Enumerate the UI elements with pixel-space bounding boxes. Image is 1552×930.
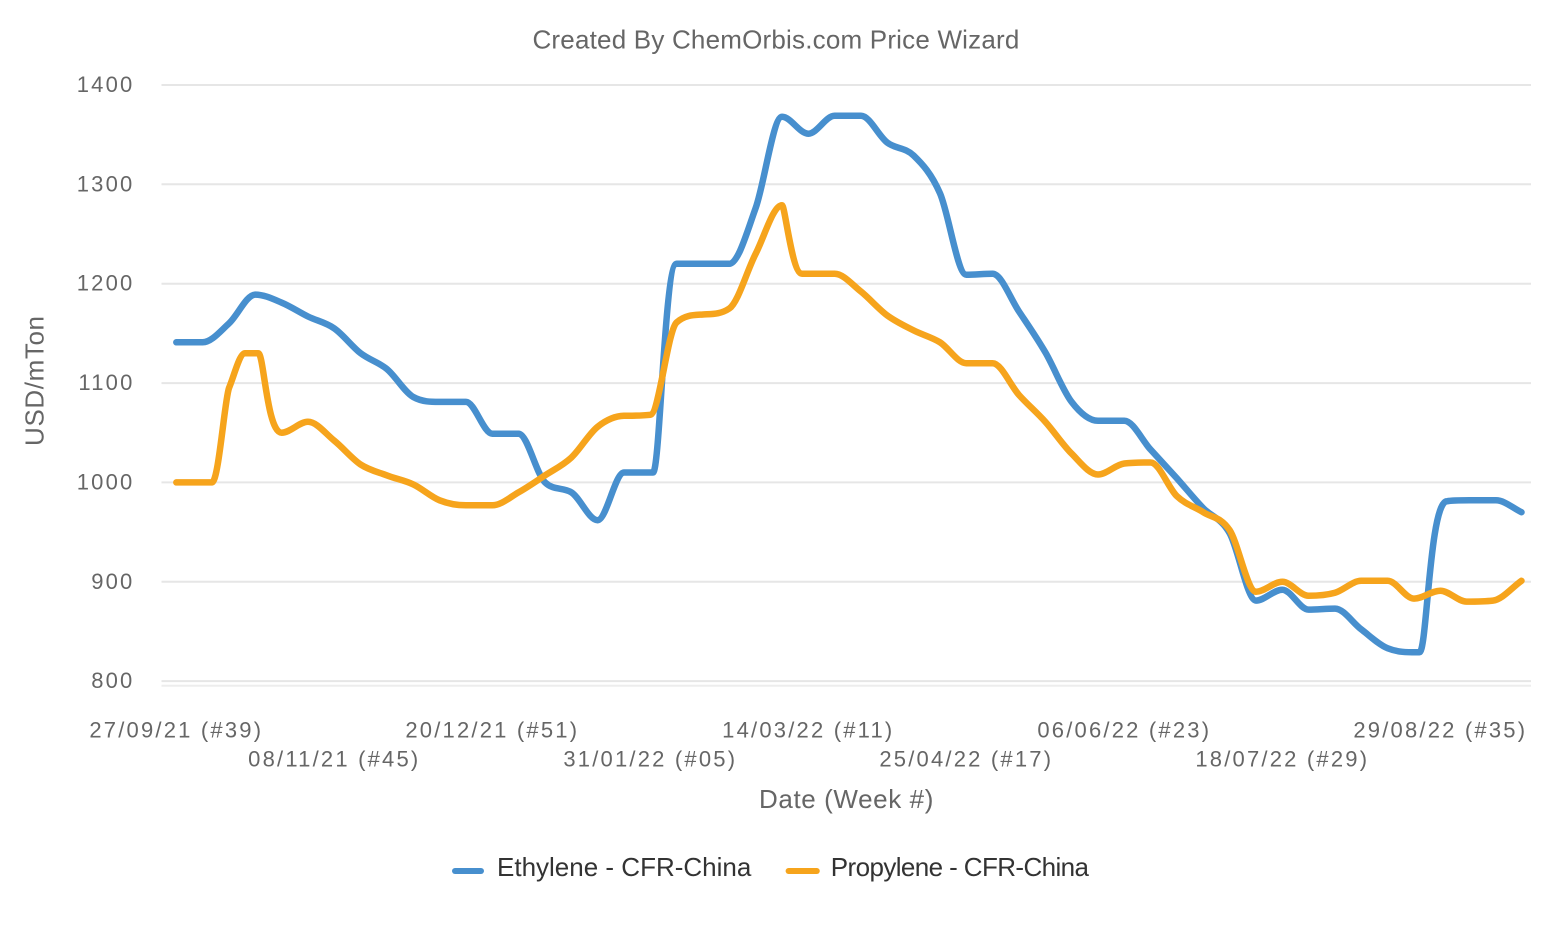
- svg-text:800: 800: [91, 668, 134, 693]
- svg-text:1100: 1100: [78, 370, 134, 395]
- svg-text:18/07/22 (#29): 18/07/22 (#29): [1195, 747, 1369, 772]
- svg-text:Propylene - CFR-China: Propylene - CFR-China: [831, 852, 1090, 882]
- svg-text:Created By ChemOrbis.com Price: Created By ChemOrbis.com Price Wizard: [532, 25, 1019, 55]
- svg-text:08/11/21 (#45): 08/11/21 (#45): [248, 747, 420, 772]
- svg-text:1200: 1200: [77, 271, 135, 296]
- svg-text:31/01/22 (#05): 31/01/22 (#05): [563, 747, 737, 772]
- svg-text:25/04/22 (#17): 25/04/22 (#17): [879, 747, 1053, 772]
- svg-text:Date (Week #): Date (Week #): [759, 784, 934, 814]
- svg-text:USD/mTon: USD/mTon: [19, 315, 49, 446]
- svg-text:1400: 1400: [77, 72, 135, 97]
- svg-text:Ethylene - CFR-China: Ethylene - CFR-China: [497, 852, 752, 882]
- svg-text:20/12/21 (#51): 20/12/21 (#51): [405, 717, 579, 742]
- svg-text:27/09/21 (#39): 27/09/21 (#39): [89, 717, 263, 742]
- svg-text:14/03/22 (#11): 14/03/22 (#11): [722, 717, 894, 742]
- svg-text:900: 900: [91, 569, 134, 594]
- svg-text:06/06/22 (#23): 06/06/22 (#23): [1037, 717, 1211, 742]
- svg-text:1000: 1000: [77, 469, 135, 494]
- svg-text:29/08/22 (#35): 29/08/22 (#35): [1353, 717, 1527, 742]
- svg-text:1300: 1300: [77, 171, 135, 196]
